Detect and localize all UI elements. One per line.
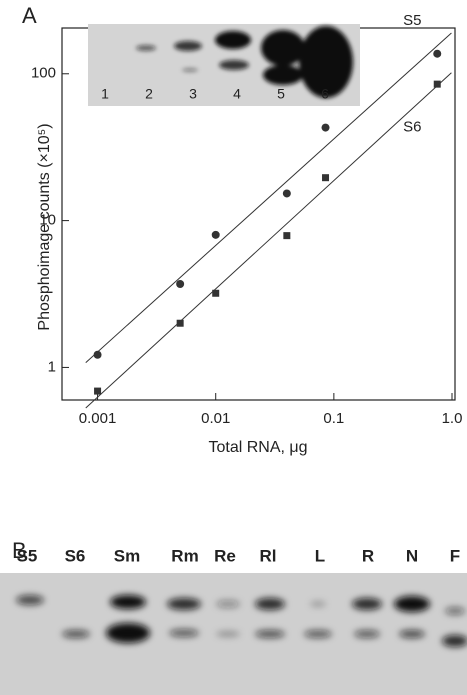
point bbox=[176, 279, 185, 288]
x-tick-label: 1.0 bbox=[442, 410, 463, 427]
fit-line bbox=[85, 32, 452, 363]
lane-label: Rm bbox=[171, 546, 198, 565]
point bbox=[94, 387, 102, 395]
panel-label: A bbox=[22, 3, 37, 28]
y-tick-label: 10 bbox=[39, 212, 56, 229]
x-axis-label: Total RNA, μg bbox=[208, 439, 307, 456]
lane-label: 6 bbox=[321, 86, 329, 102]
lane-label: 4 bbox=[233, 86, 241, 102]
point bbox=[433, 80, 441, 88]
x-tick-label: 0.001 bbox=[79, 410, 117, 427]
y-tick-label: 1 bbox=[48, 358, 56, 375]
lane-label: Re bbox=[214, 546, 236, 565]
x-tick-label: 0.01 bbox=[201, 410, 230, 427]
point bbox=[433, 49, 442, 58]
lane-label: N bbox=[406, 546, 418, 565]
point bbox=[212, 289, 220, 297]
gel-b bbox=[0, 573, 467, 695]
y-axis-label: Phosphoimage counts (×10⁵) bbox=[36, 123, 53, 330]
lane-label: Sm bbox=[114, 546, 140, 565]
point bbox=[321, 123, 330, 132]
point bbox=[322, 174, 330, 182]
panel-label: B bbox=[12, 538, 27, 563]
point bbox=[176, 319, 184, 327]
series-label: S5 bbox=[403, 12, 421, 29]
series-label: S6 bbox=[403, 119, 421, 136]
point bbox=[93, 350, 102, 359]
lane-label: L bbox=[315, 546, 325, 565]
lane-label: 3 bbox=[189, 86, 197, 102]
fit-line bbox=[85, 72, 452, 409]
lane-label: F bbox=[450, 546, 460, 565]
point bbox=[282, 189, 291, 198]
lane-label: R bbox=[362, 546, 374, 565]
y-tick-label: 100 bbox=[31, 65, 56, 82]
point bbox=[283, 232, 291, 240]
point bbox=[211, 230, 220, 239]
lane-label: S6 bbox=[65, 546, 86, 565]
lane-label: S5 bbox=[17, 546, 38, 565]
inset-gel bbox=[88, 24, 360, 106]
lane-label: 1 bbox=[101, 86, 109, 102]
lane-label: 2 bbox=[145, 86, 153, 102]
x-tick-label: 0.1 bbox=[323, 410, 344, 427]
lane-label: 5 bbox=[277, 86, 285, 102]
lane-label: Rl bbox=[260, 546, 277, 565]
